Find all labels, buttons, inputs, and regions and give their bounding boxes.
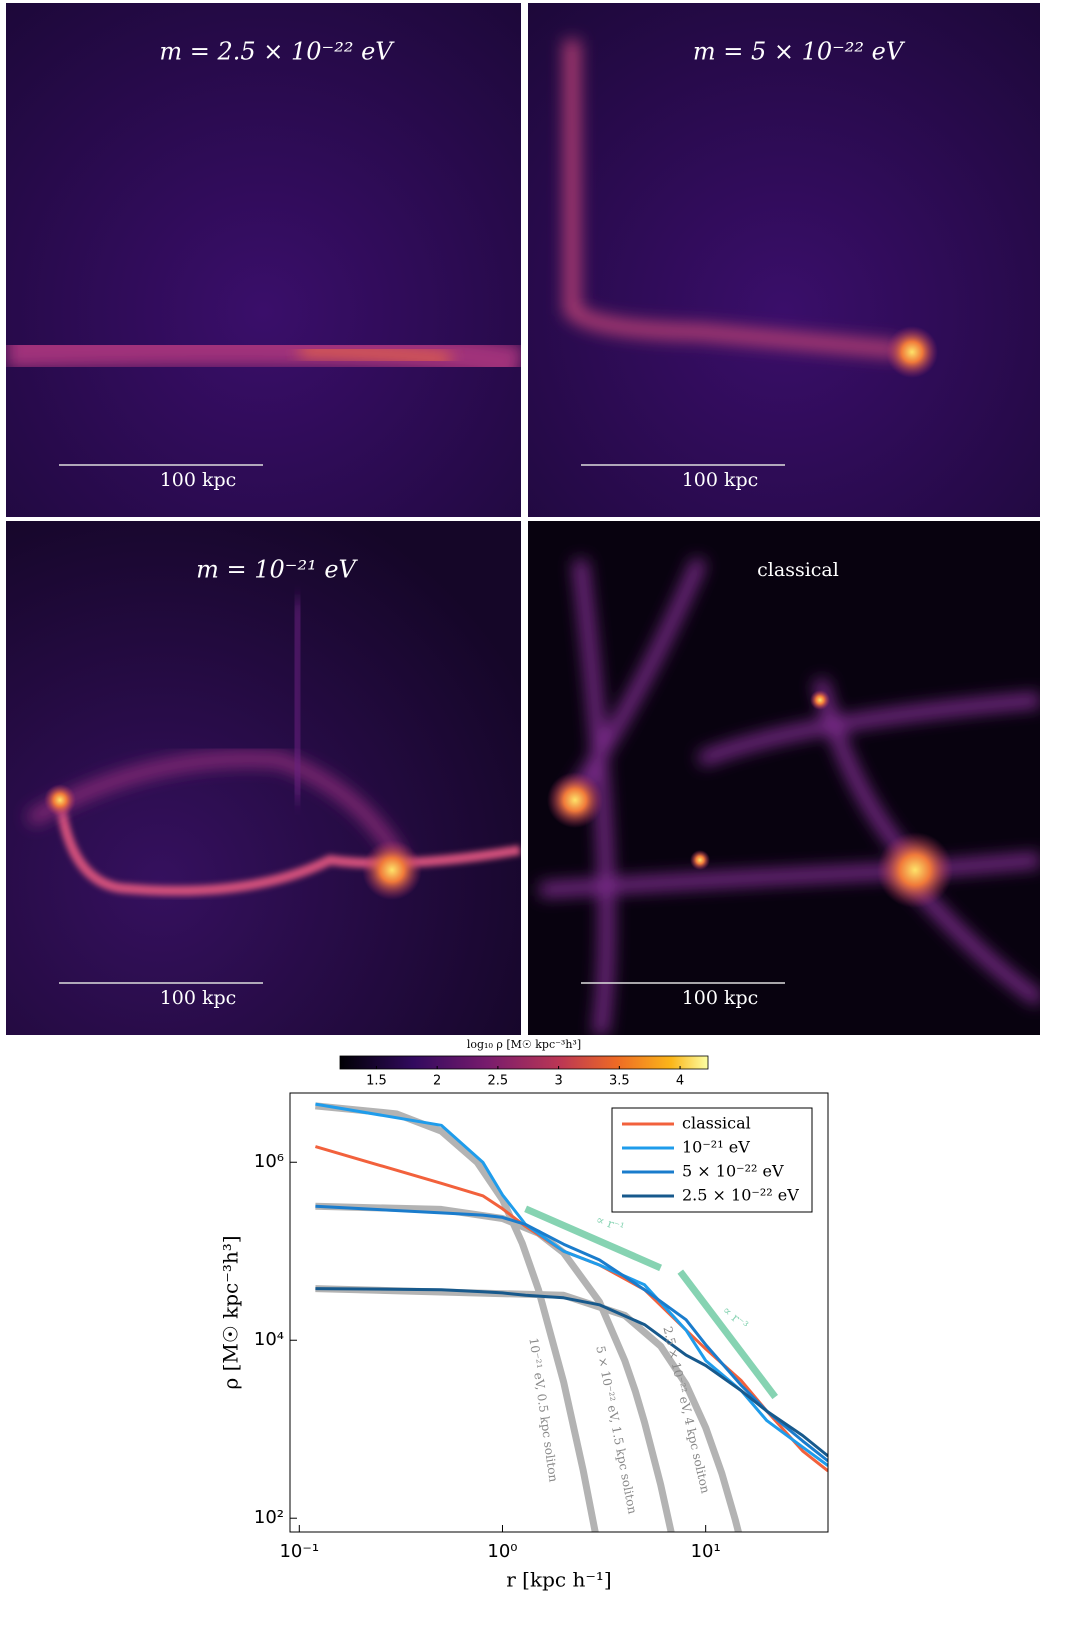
y-tick-label: 10² — [254, 1507, 284, 1528]
colorbar: log₁₀ ρ [M☉ kpc⁻³h³] 1.5 2 2.5 3 3.5 4 — [339, 1038, 709, 1089]
legend-label: classical — [682, 1114, 751, 1133]
x-tick-label: 10⁰ — [487, 1541, 517, 1562]
x-tick-label: 10⁻¹ — [279, 1541, 319, 1562]
colorbar-tick-label: 3 — [554, 1074, 562, 1089]
colorbar-label: log₁₀ ρ [M☉ kpc⁻³h³] — [467, 1038, 581, 1051]
colorbar-gradient — [339, 1055, 709, 1070]
legend-label: 5 × 10⁻²² eV — [682, 1162, 784, 1181]
power-law-guide — [524, 1205, 663, 1272]
colorbar-tick-label: 2.5 — [488, 1074, 509, 1089]
scale-bar-label: 100 kpc — [682, 469, 759, 491]
panel-title: m = 2.5 × 10⁻²² eV — [159, 38, 395, 66]
panel-labels: m = 2.5 × 10⁻²² eV 100 kpc m = 5 × 10⁻²² e… — [59, 38, 906, 1009]
plot-frame — [289, 1092, 829, 1533]
panel-title: classical — [757, 559, 839, 581]
x-axis-label: r [kpc h⁻¹] — [506, 1568, 611, 1592]
y-tick-label: 10⁴ — [254, 1329, 284, 1350]
series-line — [315, 1287, 828, 1458]
panel-title: m = 10⁻²¹ eV — [196, 556, 358, 584]
panel-title: m = 5 × 10⁻²² eV — [693, 38, 906, 66]
y-axis-label: ρ [M☉ kpc⁻³h³] — [219, 1235, 243, 1389]
colorbar-tick-label: 4 — [676, 1074, 684, 1089]
plot: 10⁻¹ 10⁰ 10¹ 10² 10⁴ 10⁶ r [kpc h⁻¹] ρ [M☉ kpc⁻… — [219, 1092, 829, 1592]
plot-lines — [314, 1102, 828, 1532]
legend-label: 2.5 × 10⁻²² eV — [682, 1186, 799, 1205]
colorbar-tick-label: 2 — [433, 1074, 441, 1089]
legend-label: 10⁻²¹ eV — [682, 1138, 750, 1157]
power-law-guide — [677, 1269, 778, 1400]
scale-bar-label: 100 kpc — [160, 469, 237, 491]
scale-bar-label: 100 kpc — [682, 987, 759, 1009]
panel-art — [6, 3, 1040, 1035]
scale-bar-label: 100 kpc — [160, 987, 237, 1009]
y-tick-label: 10⁶ — [254, 1151, 284, 1172]
x-tick-label: 10¹ — [691, 1541, 721, 1562]
colorbar-tick-label: 1.5 — [366, 1074, 387, 1089]
colorbar-tick-label: 3.5 — [609, 1074, 630, 1089]
